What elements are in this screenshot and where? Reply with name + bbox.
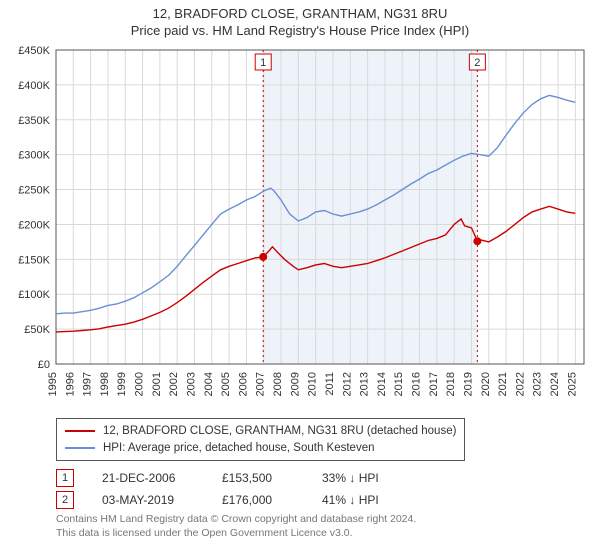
svg-text:2017: 2017 — [428, 372, 440, 396]
svg-text:2001: 2001 — [151, 372, 163, 396]
title-line-2: Price paid vs. HM Land Registry's House … — [10, 23, 590, 38]
svg-text:1: 1 — [260, 57, 266, 69]
svg-text:2025: 2025 — [566, 372, 578, 396]
legend-label-property: 12, BRADFORD CLOSE, GRANTHAM, NG31 8RU (… — [103, 423, 456, 440]
svg-text:2003: 2003 — [185, 372, 197, 396]
sale-date-1: 21-DEC-2006 — [102, 471, 194, 485]
svg-text:2006: 2006 — [237, 372, 249, 396]
sale-rel-2: 41% ↓ HPI — [322, 493, 412, 507]
svg-text:2010: 2010 — [307, 372, 319, 396]
sale-num-2: 2 — [56, 491, 74, 509]
svg-text:2019: 2019 — [462, 372, 474, 396]
svg-text:£150K: £150K — [18, 254, 50, 266]
price-chart: £0 £50K £100K £150K £200K £250K £300K £350K £400… — [10, 42, 590, 412]
sale-date-2: 03-MAY-2019 — [102, 493, 194, 507]
legend-label-hpi: HPI: Average price, detached house, Sout… — [103, 440, 375, 457]
svg-text:2007: 2007 — [255, 372, 267, 396]
svg-text:£200K: £200K — [18, 219, 50, 231]
footnote: Contains HM Land Registry data © Crown c… — [56, 513, 590, 540]
sales-table: 1 21-DEC-2006 £153,500 33% ↓ HPI 2 03-MA… — [56, 469, 590, 509]
svg-text:2013: 2013 — [359, 372, 371, 396]
sale-price-2: £176,000 — [222, 493, 294, 507]
chart-titles: 12, BRADFORD CLOSE, GRANTHAM, NG31 8RU P… — [10, 6, 590, 38]
sale-row-2: 2 03-MAY-2019 £176,000 41% ↓ HPI — [56, 491, 590, 509]
svg-text:2: 2 — [474, 57, 480, 69]
svg-text:2021: 2021 — [497, 372, 509, 396]
svg-text:£450K: £450K — [18, 45, 50, 57]
legend-item-property: 12, BRADFORD CLOSE, GRANTHAM, NG31 8RU (… — [65, 423, 456, 440]
svg-text:2022: 2022 — [514, 372, 526, 396]
legend-item-hpi: HPI: Average price, detached house, Sout… — [65, 440, 456, 457]
footnote-line-1: Contains HM Land Registry data © Crown c… — [56, 513, 590, 527]
legend-swatch-property — [65, 430, 95, 432]
legend: 12, BRADFORD CLOSE, GRANTHAM, NG31 8RU (… — [56, 418, 465, 461]
svg-text:2009: 2009 — [289, 372, 301, 396]
svg-text:2020: 2020 — [480, 372, 492, 396]
svg-text:1999: 1999 — [116, 372, 128, 396]
svg-text:2024: 2024 — [549, 372, 561, 396]
sale-row-1: 1 21-DEC-2006 £153,500 33% ↓ HPI — [56, 469, 590, 487]
svg-text:£0: £0 — [38, 359, 50, 371]
svg-text:1995: 1995 — [47, 372, 59, 396]
svg-text:2004: 2004 — [203, 372, 215, 396]
legend-swatch-hpi — [65, 447, 95, 449]
svg-text:£250K: £250K — [18, 185, 50, 197]
svg-text:2016: 2016 — [411, 372, 423, 396]
svg-text:2023: 2023 — [532, 372, 544, 396]
svg-text:2012: 2012 — [341, 372, 353, 396]
svg-text:£400K: £400K — [18, 80, 50, 92]
svg-text:2005: 2005 — [220, 372, 232, 396]
sale-rel-1: 33% ↓ HPI — [322, 471, 412, 485]
svg-text:2015: 2015 — [393, 372, 405, 396]
svg-text:1996: 1996 — [64, 372, 76, 396]
svg-text:2002: 2002 — [168, 372, 180, 396]
svg-text:2014: 2014 — [376, 372, 388, 396]
sale-price-1: £153,500 — [222, 471, 294, 485]
svg-text:1998: 1998 — [99, 372, 111, 396]
footnote-line-2: This data is licensed under the Open Gov… — [56, 527, 590, 541]
svg-text:£300K: £300K — [18, 150, 50, 162]
svg-text:2011: 2011 — [324, 372, 336, 396]
svg-text:2018: 2018 — [445, 372, 457, 396]
svg-text:£50K: £50K — [24, 324, 50, 336]
sale-num-1: 1 — [56, 469, 74, 487]
svg-text:£100K: £100K — [18, 289, 50, 301]
svg-text:2008: 2008 — [272, 372, 284, 396]
svg-text:1997: 1997 — [82, 372, 94, 396]
title-line-1: 12, BRADFORD CLOSE, GRANTHAM, NG31 8RU — [10, 6, 590, 21]
svg-text:£350K: £350K — [18, 115, 50, 127]
svg-text:2000: 2000 — [134, 372, 146, 396]
